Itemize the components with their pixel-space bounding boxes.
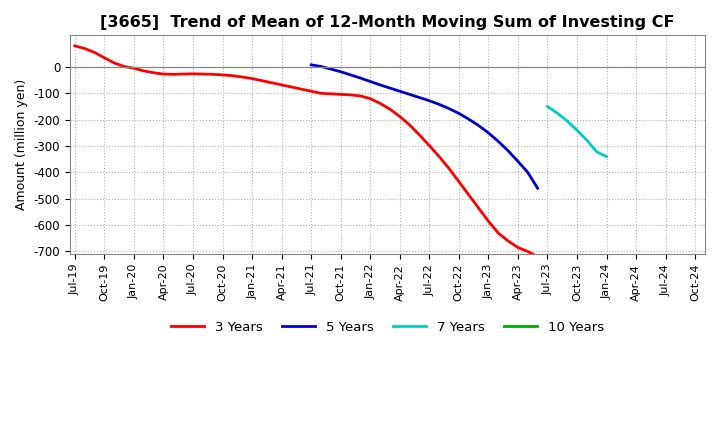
3 Years [445, 166, 454, 171]
3 Years [238, 74, 246, 80]
5 Years [356, 75, 365, 81]
3 Years [267, 80, 276, 85]
3 Years [386, 106, 395, 112]
Title: [3665]  Trend of Mean of 12-Month Moving Sum of Investing CF: [3665] Trend of Mean of 12-Month Moving … [100, 15, 675, 30]
3 Years [484, 219, 492, 224]
3 Years [149, 70, 158, 75]
5 Years [386, 85, 395, 91]
5 Years [395, 88, 404, 94]
3 Years [71, 43, 79, 48]
3 Years [199, 71, 207, 77]
Y-axis label: Amount (million yen): Amount (million yen) [15, 79, 28, 210]
3 Years [346, 92, 355, 98]
5 Years [415, 95, 424, 100]
5 Years [326, 66, 335, 72]
3 Years [277, 82, 286, 88]
3 Years [356, 93, 365, 99]
3 Years [523, 249, 532, 254]
5 Years [336, 69, 345, 74]
5 Years [534, 186, 542, 191]
3 Years [464, 192, 473, 198]
5 Years [346, 72, 355, 77]
3 Years [140, 68, 148, 73]
Legend: 3 Years, 5 Years, 7 Years, 10 Years: 3 Years, 5 Years, 7 Years, 10 Years [166, 316, 609, 339]
3 Years [218, 72, 227, 77]
5 Years [425, 98, 433, 103]
5 Years [504, 148, 513, 154]
5 Years [445, 106, 454, 111]
3 Years [307, 88, 315, 94]
3 Years [81, 46, 89, 51]
Line: 3 Years: 3 Years [75, 46, 538, 257]
3 Years [169, 72, 178, 77]
3 Years [415, 132, 424, 138]
3 Years [228, 73, 237, 78]
3 Years [159, 71, 168, 77]
7 Years [553, 110, 562, 116]
3 Years [435, 154, 444, 159]
3 Years [287, 84, 296, 90]
7 Years [593, 149, 601, 154]
5 Years [494, 139, 503, 144]
7 Years [582, 138, 591, 143]
3 Years [425, 143, 433, 148]
3 Years [326, 91, 335, 96]
3 Years [248, 76, 256, 81]
7 Years [602, 154, 611, 159]
5 Years [464, 117, 473, 122]
5 Years [454, 111, 463, 116]
3 Years [366, 96, 374, 101]
3 Years [258, 78, 266, 83]
3 Years [405, 122, 414, 128]
3 Years [474, 205, 483, 211]
5 Years [307, 62, 315, 67]
5 Years [376, 82, 384, 88]
5 Years [513, 159, 522, 164]
3 Years [513, 245, 522, 250]
7 Years [543, 104, 552, 109]
3 Years [504, 238, 513, 244]
3 Years [208, 72, 217, 77]
3 Years [90, 50, 99, 55]
3 Years [317, 91, 325, 96]
3 Years [179, 71, 187, 77]
3 Years [297, 87, 305, 92]
3 Years [376, 101, 384, 106]
5 Years [474, 123, 483, 128]
5 Years [366, 79, 374, 84]
3 Years [336, 92, 345, 97]
7 Years [563, 118, 572, 124]
3 Years [454, 179, 463, 184]
3 Years [130, 66, 138, 71]
3 Years [120, 64, 128, 69]
3 Years [189, 71, 197, 77]
3 Years [100, 55, 109, 60]
Line: 7 Years: 7 Years [547, 106, 606, 157]
5 Years [435, 102, 444, 107]
5 Years [523, 170, 532, 175]
5 Years [484, 130, 492, 136]
Line: 5 Years: 5 Years [311, 65, 538, 188]
3 Years [395, 114, 404, 119]
3 Years [534, 254, 542, 259]
7 Years [572, 128, 581, 133]
5 Years [317, 64, 325, 69]
3 Years [494, 231, 503, 236]
5 Years [405, 92, 414, 97]
3 Years [110, 60, 119, 66]
